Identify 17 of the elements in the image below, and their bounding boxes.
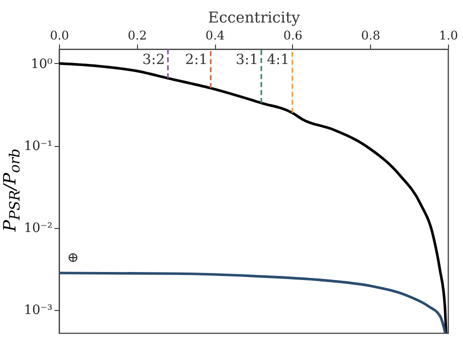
x-tick-label: 1.0 <box>438 28 458 42</box>
annotation: ⊕ <box>67 250 79 266</box>
y-tick-label: 10⁻¹ <box>24 139 52 154</box>
x-tick-label: 0.6 <box>283 28 302 42</box>
annotation: 3:1 <box>236 52 258 68</box>
y-tick-label: 10⁻² <box>24 221 52 236</box>
annotation: 2:1 <box>185 52 208 68</box>
x-tick-label: 0.8 <box>361 28 380 42</box>
annotation: 3:2 <box>142 52 165 68</box>
x-tick-label: 0.0 <box>50 28 70 42</box>
annotation: 4:1 <box>266 52 290 68</box>
line-series <box>59 272 447 333</box>
x-axis-title: Eccentricity <box>208 8 301 26</box>
y-tick-label: 10⁰ <box>30 56 52 72</box>
x-tick-label: 0.4 <box>206 28 225 42</box>
x-tick-label: 0.2 <box>128 28 147 42</box>
y-tick-label: 10⁻³ <box>24 303 52 318</box>
